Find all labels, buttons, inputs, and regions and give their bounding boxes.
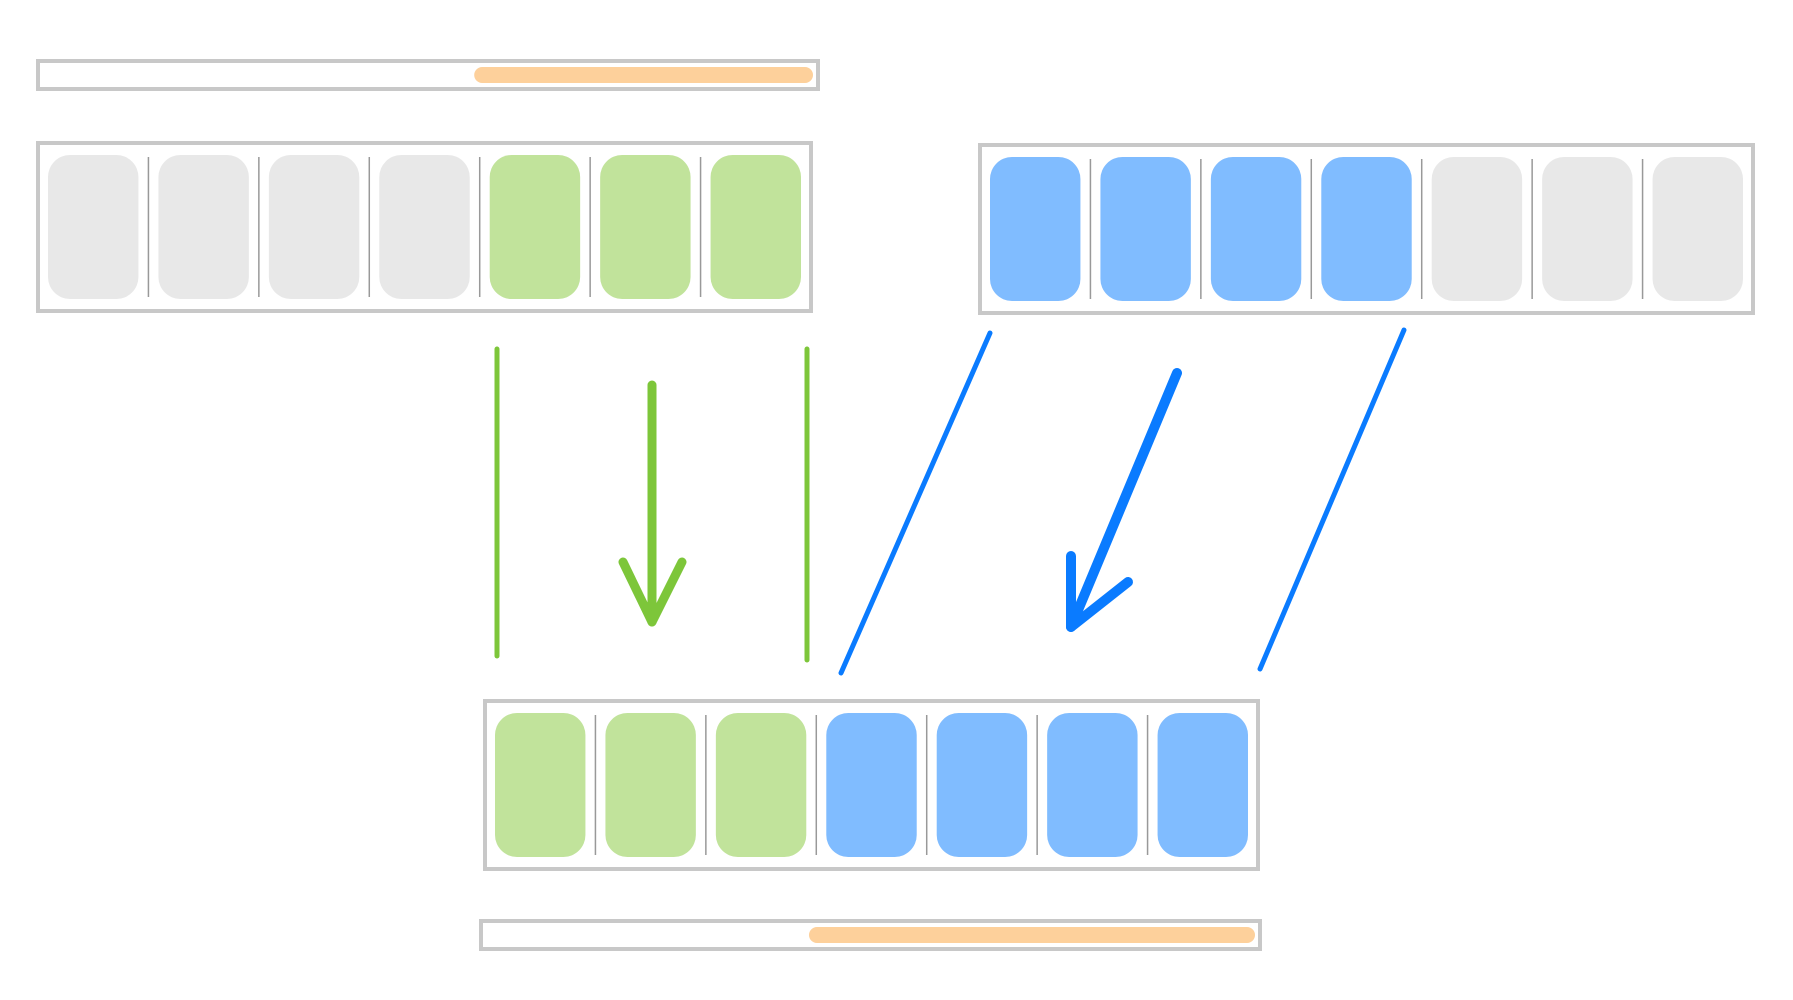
slot-green: [600, 155, 691, 299]
blue-bracket-right-shaft: [1257, 327, 1407, 672]
slot-blue: [990, 157, 1081, 301]
blue-arrow-head: [1066, 551, 1133, 632]
slot-empty: [1431, 157, 1523, 301]
slot-empty: [379, 155, 470, 299]
slot-blue: [826, 713, 917, 857]
source-array-left: [36, 141, 813, 313]
slot-green: [605, 713, 696, 857]
slot-empty: [158, 155, 249, 299]
slot-blue: [936, 713, 1028, 857]
slot-blue: [1157, 713, 1248, 857]
slot-blue: [1047, 713, 1138, 857]
slot-green: [715, 713, 807, 857]
slot-empty: [268, 155, 360, 299]
slot-green: [710, 155, 801, 299]
green-arrow-head: [618, 557, 687, 627]
slot-blue: [1100, 157, 1191, 301]
top-scrollbar: [36, 59, 820, 91]
blue-bracket-left-shaft: [838, 330, 993, 676]
source-array-right: [978, 143, 1755, 315]
bottom-scrollbar-thumb: [808, 927, 1255, 943]
slot-blue: [1321, 157, 1412, 301]
slot-empty: [1542, 157, 1633, 301]
slot-blue: [1210, 157, 1302, 301]
slot-empty: [1652, 157, 1743, 301]
slot-green: [489, 155, 581, 299]
green-arrow: [618, 380, 687, 627]
merged-array: [483, 699, 1260, 871]
top-scrollbar-thumb: [474, 67, 813, 83]
blue-bracket-right: [1257, 327, 1407, 672]
blue-bracket-left: [838, 330, 993, 676]
blue-arrow-shaft: [1066, 368, 1182, 632]
slot-empty: [48, 155, 139, 299]
slot-green: [495, 713, 586, 857]
blue-arrow: [1066, 368, 1182, 632]
bottom-scrollbar: [479, 919, 1262, 951]
